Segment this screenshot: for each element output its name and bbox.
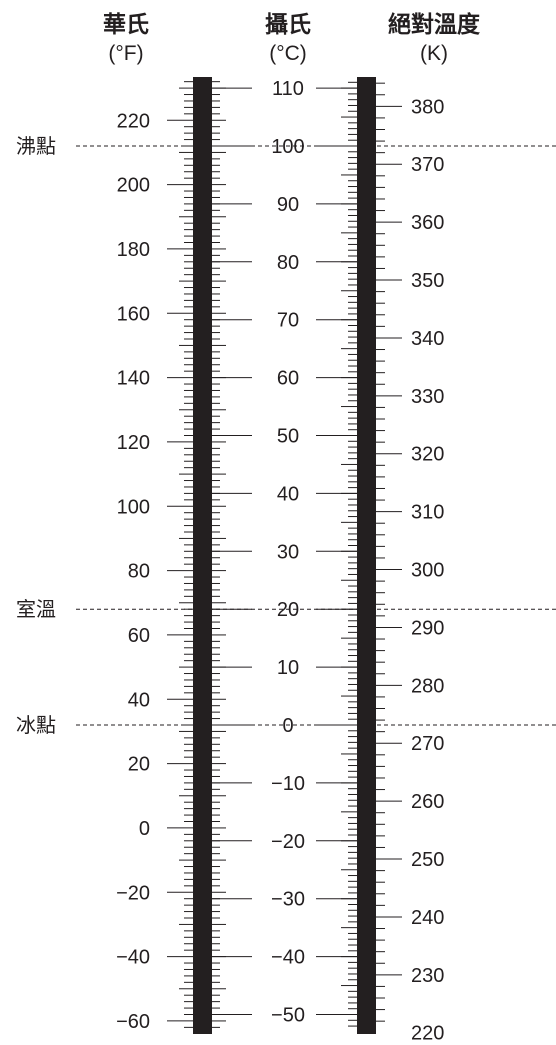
fahrenheit-label: 200 bbox=[117, 175, 150, 197]
reference-label-1: 室溫 bbox=[16, 597, 56, 621]
kelvin-title: 絕對溫度 bbox=[388, 11, 481, 38]
celsius-label: 20 bbox=[277, 599, 299, 621]
fahrenheit-header: 華氏 (°F) bbox=[103, 11, 149, 65]
fahrenheit-label: 140 bbox=[117, 368, 150, 390]
fahrenheit-label: 120 bbox=[117, 432, 150, 454]
fahrenheit-label: 40 bbox=[128, 689, 150, 711]
celsius-label: −40 bbox=[271, 947, 305, 969]
fahrenheit-title: 華氏 bbox=[103, 11, 149, 38]
kelvin-header: 絕對溫度 (K) bbox=[388, 11, 481, 65]
fahrenheit-label: −40 bbox=[116, 947, 150, 969]
kelvin-label: 240 bbox=[411, 907, 444, 929]
kelvin-label: 230 bbox=[411, 965, 444, 987]
fahrenheit-label: 100 bbox=[117, 496, 150, 518]
kelvin-label: 340 bbox=[411, 328, 444, 350]
reference-label-0: 沸點 bbox=[16, 134, 56, 158]
kelvin-label: 360 bbox=[411, 212, 444, 234]
celsius-title: 攝氏 bbox=[265, 11, 311, 38]
fahrenheit-label: 20 bbox=[128, 754, 150, 776]
kelvin-label: 280 bbox=[411, 675, 444, 697]
kelvin-bar bbox=[357, 77, 376, 1034]
kelvin-label: 250 bbox=[411, 849, 444, 871]
celsius-label: 50 bbox=[277, 426, 299, 448]
kelvin-label: 310 bbox=[411, 502, 444, 524]
celsius-label: −10 bbox=[271, 773, 305, 795]
kelvin-unit: (K) bbox=[420, 42, 448, 65]
kelvin-label: 270 bbox=[411, 733, 444, 755]
fahrenheit-unit: (°F) bbox=[108, 42, 143, 65]
tick-labels: 220200180160140120100806040200−20−40−601… bbox=[116, 78, 444, 1045]
kelvin-label: 220 bbox=[411, 1023, 444, 1045]
celsius-label: 100 bbox=[271, 136, 304, 158]
kelvin-label: 370 bbox=[411, 154, 444, 176]
tick-marks bbox=[167, 81, 402, 1028]
celsius-label: 110 bbox=[272, 78, 304, 100]
celsius-label: 70 bbox=[277, 310, 299, 332]
celsius-header: 攝氏 (°C) bbox=[265, 11, 311, 65]
reference-label-2: 冰點 bbox=[16, 713, 56, 737]
celsius-label: 80 bbox=[277, 252, 299, 274]
fahrenheit-label: −60 bbox=[116, 1011, 150, 1033]
kelvin-label: 380 bbox=[411, 96, 444, 118]
celsius-label: 40 bbox=[277, 483, 299, 505]
fahrenheit-label: 180 bbox=[117, 239, 150, 261]
fahrenheit-label: 220 bbox=[117, 110, 150, 132]
kelvin-label: 350 bbox=[411, 270, 444, 292]
celsius-label: 60 bbox=[277, 368, 299, 390]
fahrenheit-bar bbox=[193, 77, 212, 1034]
fahrenheit-label: 0 bbox=[139, 818, 150, 840]
fahrenheit-label: 80 bbox=[128, 561, 150, 583]
fahrenheit-label: −20 bbox=[116, 882, 150, 904]
fahrenheit-label: 160 bbox=[117, 303, 150, 325]
celsius-label: 0 bbox=[282, 715, 293, 737]
celsius-label: 90 bbox=[277, 194, 299, 216]
kelvin-label: 300 bbox=[411, 560, 444, 582]
celsius-label: −20 bbox=[271, 831, 305, 853]
kelvin-label: 320 bbox=[411, 444, 444, 466]
celsius-label: 30 bbox=[277, 541, 299, 563]
fahrenheit-label: 60 bbox=[128, 625, 150, 647]
celsius-unit: (°C) bbox=[269, 42, 307, 65]
kelvin-label: 330 bbox=[411, 386, 444, 408]
thermometer-bars bbox=[193, 77, 376, 1034]
kelvin-label: 260 bbox=[411, 791, 444, 813]
celsius-label: −50 bbox=[271, 1005, 305, 1027]
kelvin-label: 290 bbox=[411, 617, 444, 639]
celsius-label: −30 bbox=[271, 889, 305, 911]
celsius-label: 10 bbox=[277, 657, 299, 679]
